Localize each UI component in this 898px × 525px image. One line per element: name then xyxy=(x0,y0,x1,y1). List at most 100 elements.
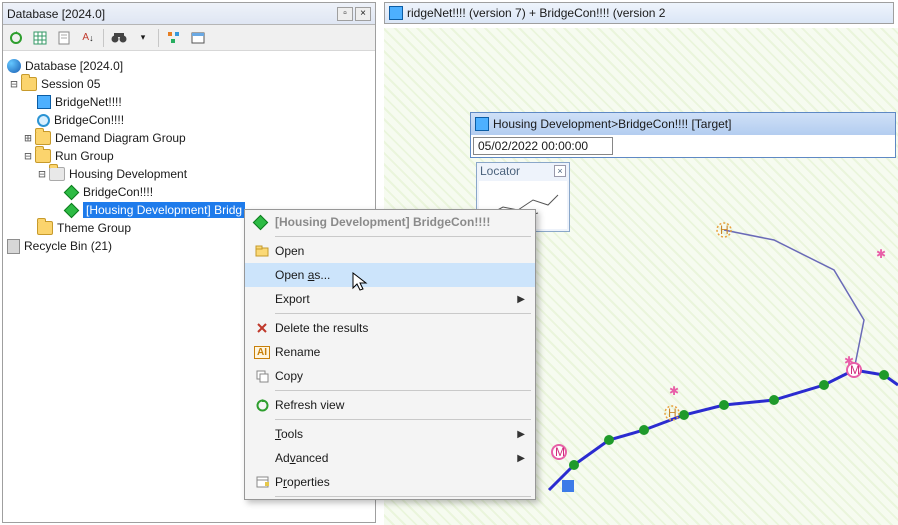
tree-toggle-icon[interactable] xyxy=(165,29,183,47)
menu-separator xyxy=(275,496,531,497)
menu-item-copy[interactable]: Copy xyxy=(245,364,535,388)
copy-icon xyxy=(249,370,275,383)
datetime-value: 05/02/2022 00:00:00 xyxy=(478,139,588,153)
context-menu: [Housing Development] BridgeCon!!!! Open… xyxy=(244,209,536,500)
menu-item-label: Export xyxy=(275,292,310,306)
result-icon xyxy=(64,202,80,218)
expand-icon[interactable]: ⊞ xyxy=(21,131,35,145)
svg-text:H: H xyxy=(720,223,729,237)
window-icon[interactable] xyxy=(189,29,207,47)
folder-icon xyxy=(21,77,37,91)
database-icon xyxy=(7,59,21,73)
menu-item-open-as[interactable]: Open as... xyxy=(245,263,535,287)
database-panel-titlebar[interactable]: Database [2024.0] ▫ × xyxy=(3,3,375,25)
folder-icon xyxy=(35,131,51,145)
locator-header[interactable]: Locator × xyxy=(477,163,569,179)
datetime-field[interactable]: 05/02/2022 00:00:00 xyxy=(473,137,613,155)
menu-item-delete-the-results[interactable]: Delete the results xyxy=(245,316,535,340)
menu-item-label: Open as... xyxy=(275,268,330,282)
sort-az-icon[interactable]: A↓ xyxy=(79,29,97,47)
aI-icon: AI xyxy=(249,346,275,359)
submenu-arrow-icon: ▶ xyxy=(517,453,525,464)
database-toolbar: A↓ ▾ xyxy=(3,25,375,51)
tree-bridgecon-label: BridgeCon!!!! xyxy=(54,113,124,127)
result-icon xyxy=(64,184,80,200)
database-panel-title: Database [2024.0] xyxy=(7,7,105,21)
svg-text:H: H xyxy=(668,406,677,420)
collapse-icon[interactable]: ⊟ xyxy=(7,77,21,91)
refresh-icon xyxy=(249,399,275,412)
menu-item-advanced[interactable]: Advanced ▶ xyxy=(245,446,535,470)
menu-item-label: Refresh view xyxy=(275,398,344,412)
control-icon xyxy=(37,114,50,127)
dropdown-icon[interactable]: ▾ xyxy=(134,29,152,47)
locator-label: Locator xyxy=(480,164,520,178)
x-icon xyxy=(249,322,275,334)
submenu-arrow-icon: ▶ xyxy=(517,429,525,440)
menu-item-label: Open xyxy=(275,244,304,258)
context-menu-header: [Housing Development] BridgeCon!!!! xyxy=(245,210,535,234)
collapse-icon[interactable]: ⊟ xyxy=(35,167,49,181)
recycle-bin-icon xyxy=(7,239,20,254)
menu-item-properties[interactable]: Properties xyxy=(245,470,535,494)
sheet-icon[interactable] xyxy=(55,29,73,47)
tree-bridgenet[interactable]: BridgeNet!!!! xyxy=(7,93,371,111)
menu-separator xyxy=(275,313,531,314)
svg-text:M: M xyxy=(850,363,860,377)
tree-housing-label: Housing Development xyxy=(69,167,187,181)
network-icon xyxy=(389,6,403,20)
binoculars-icon[interactable] xyxy=(110,29,128,47)
menu-item-tools[interactable]: Tools ▶ xyxy=(245,422,535,446)
menu-separator xyxy=(275,390,531,391)
tree-demand-group[interactable]: ⊞ Demand Diagram Group xyxy=(7,129,371,147)
tree-root-label: Database [2024.0] xyxy=(25,59,123,73)
menu-separator xyxy=(275,236,531,237)
folder-icon xyxy=(49,167,65,181)
tree-child-bridgecon[interactable]: BridgeCon!!!! xyxy=(7,183,371,201)
target-window-titlebar[interactable]: Housing Development>BridgeCon!!!! [Targe… xyxy=(471,113,895,135)
context-menu-header-label: [Housing Development] BridgeCon!!!! xyxy=(275,215,490,229)
editor-tab[interactable]: ridgeNet!!!! (version 7) + BridgeCon!!!!… xyxy=(384,2,894,24)
tree-root[interactable]: Database [2024.0] xyxy=(7,57,371,75)
tree-demand-label: Demand Diagram Group xyxy=(55,131,186,145)
tree-recycle-label: Recycle Bin (21) xyxy=(24,239,112,253)
menu-item-label: Properties xyxy=(275,475,330,489)
minimize-panel-button[interactable]: ▫ xyxy=(337,7,353,21)
tree-child-bridgecon-label: BridgeCon!!!! xyxy=(83,185,153,199)
tree-housing[interactable]: ⊟ Housing Development xyxy=(7,165,371,183)
props-icon xyxy=(249,476,275,488)
svg-text:✱: ✱ xyxy=(669,384,679,398)
result-icon xyxy=(253,214,269,230)
menu-item-label: Delete the results xyxy=(275,321,368,335)
close-icon[interactable]: × xyxy=(554,165,566,177)
tree-child-selected-label: [Housing Development] Bridg xyxy=(83,202,245,218)
target-window[interactable]: Housing Development>BridgeCon!!!! [Targe… xyxy=(470,112,896,158)
svg-text:✱: ✱ xyxy=(876,247,886,261)
tree-session[interactable]: ⊟ Session 05 xyxy=(7,75,371,93)
menu-item-refresh-view[interactable]: Refresh view xyxy=(245,393,535,417)
menu-item-label: Tools xyxy=(275,427,303,441)
tree-run-label: Run Group xyxy=(55,149,114,163)
menu-item-open[interactable]: Open xyxy=(245,239,535,263)
menu-item-export[interactable]: Export▶ xyxy=(245,287,535,311)
svg-text:M: M xyxy=(555,445,565,459)
folder-icon xyxy=(37,221,53,235)
folder-icon xyxy=(35,149,51,163)
tree-bridgenet-label: BridgeNet!!!! xyxy=(55,95,122,109)
refresh-icon[interactable] xyxy=(7,29,25,47)
menu-item-label: Advanced xyxy=(275,451,328,465)
tree-bridgecon[interactable]: BridgeCon!!!! xyxy=(7,111,371,129)
menu-item-rename[interactable]: AIRename xyxy=(245,340,535,364)
collapse-icon[interactable]: ⊟ xyxy=(21,149,35,163)
network-icon xyxy=(37,95,51,109)
tree-run-group[interactable]: ⊟ Run Group xyxy=(7,147,371,165)
grid-icon[interactable] xyxy=(31,29,49,47)
menu-item-label: Copy xyxy=(275,369,303,383)
target-window-title: Housing Development>BridgeCon!!!! [Targe… xyxy=(493,117,731,131)
menu-item-label: Rename xyxy=(275,345,320,359)
close-panel-button[interactable]: × xyxy=(355,7,371,21)
open-icon xyxy=(249,245,275,257)
tree-session-label: Session 05 xyxy=(41,77,100,91)
tree-theme-label: Theme Group xyxy=(57,221,131,235)
editor-tab-label: ridgeNet!!!! (version 7) + BridgeCon!!!!… xyxy=(407,6,665,20)
